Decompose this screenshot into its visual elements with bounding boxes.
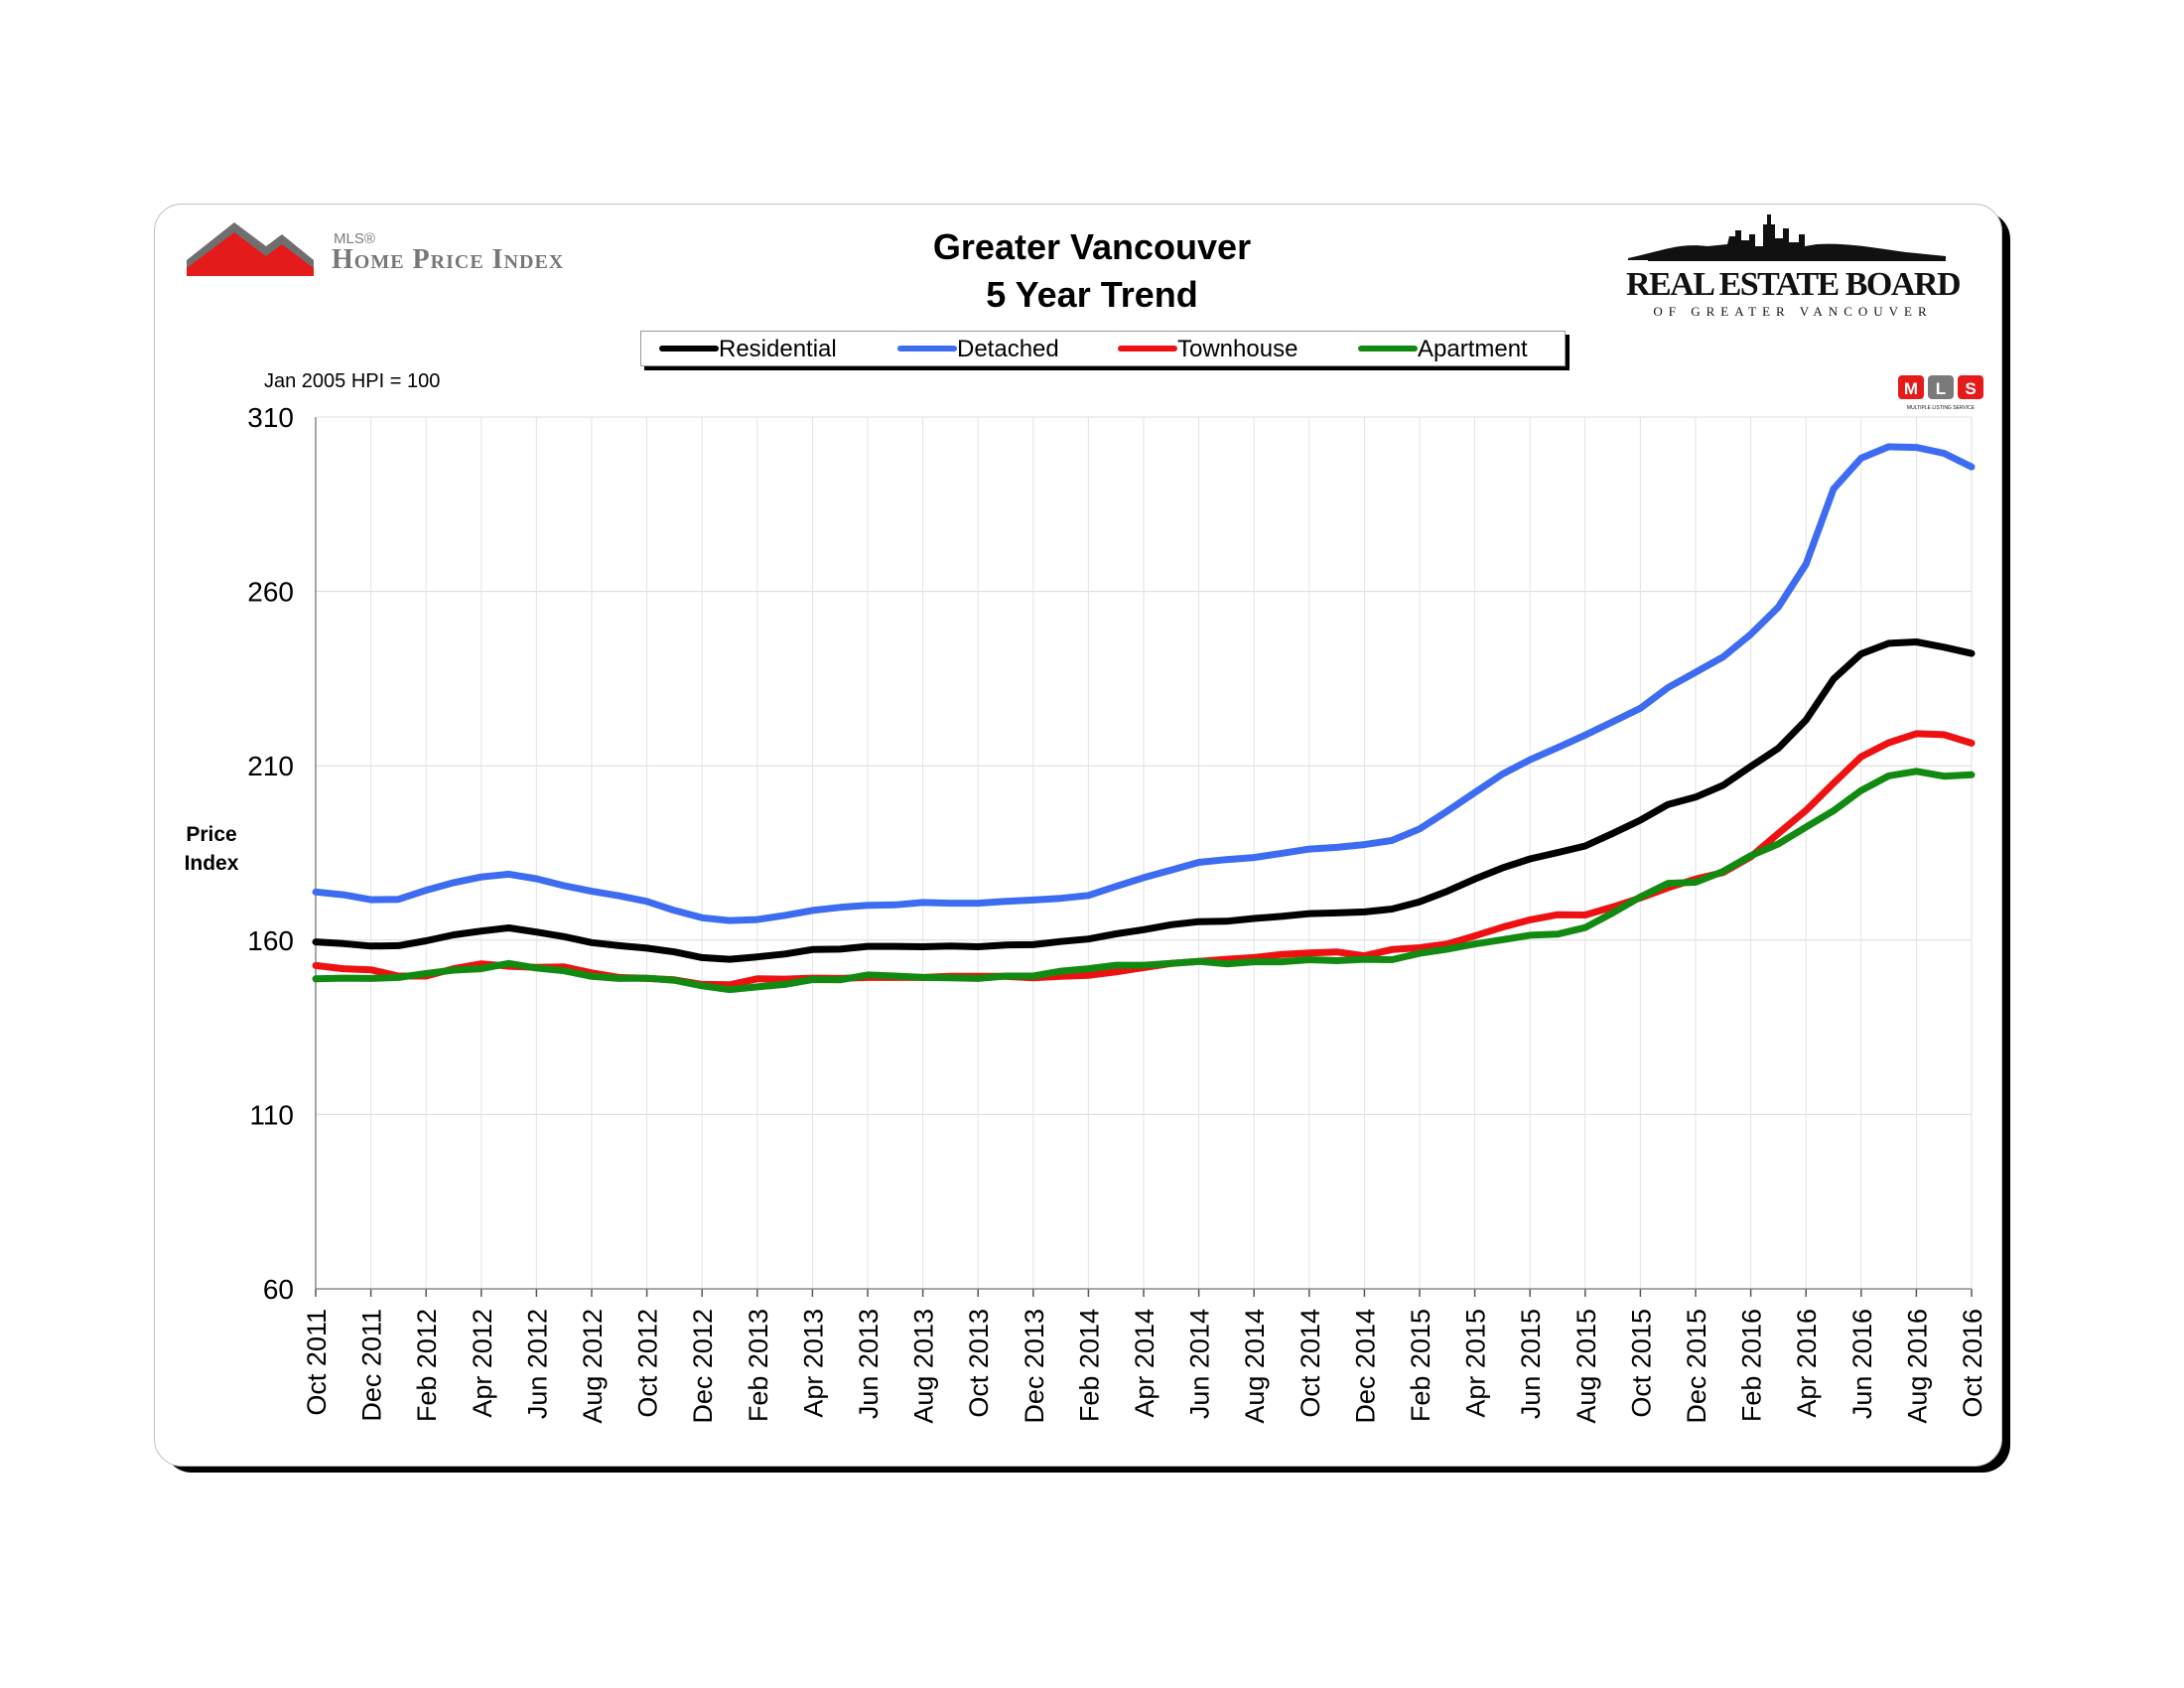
x-tick-label: Apr 2015 bbox=[1461, 1309, 1491, 1418]
hpi-baseline-note: Jan 2005 HPI = 100 bbox=[264, 370, 441, 392]
hpi-logo-mls: MLS® bbox=[334, 230, 375, 247]
series-line-apartment bbox=[312, 768, 1976, 994]
legend-swatch-apartment bbox=[1358, 346, 1418, 352]
mls-badge-subtitle: MULTIPLE LISTING SERVICE bbox=[1907, 405, 1976, 411]
x-tick-label: Dec 2012 bbox=[688, 1309, 718, 1424]
y-tick-label: 110 bbox=[249, 1099, 294, 1130]
axis-layer bbox=[315, 416, 1973, 1297]
y-tick-label: 310 bbox=[247, 402, 294, 433]
x-tick-label: Aug 2014 bbox=[1240, 1309, 1270, 1424]
legend-label-residential: Residential bbox=[719, 336, 837, 362]
x-tick-label: Feb 2012 bbox=[412, 1309, 442, 1422]
reb-logo: REAL ESTATE BOARD OF GREATER VANCOUVER bbox=[1618, 207, 1966, 326]
reb-logo-sub: OF GREATER VANCOUVER bbox=[1653, 304, 1933, 319]
mls-badge-letter-s: S bbox=[1965, 379, 1976, 398]
mls-badge: M L S MULTIPLE LISTING SERVICE bbox=[1896, 373, 1990, 413]
y-axis-label: Price Index bbox=[167, 820, 256, 878]
mls-badge-icon: M L S MULTIPLE LISTING SERVICE bbox=[1898, 375, 1983, 411]
x-tick-label: Apr 2013 bbox=[798, 1309, 828, 1418]
legend-swatch-detached bbox=[897, 346, 957, 352]
x-tick-label: Feb 2016 bbox=[1737, 1309, 1767, 1422]
x-tick-label: Feb 2015 bbox=[1406, 1309, 1435, 1422]
x-tick-label: Jun 2013 bbox=[854, 1309, 884, 1419]
y-axis-label-line2: Index bbox=[184, 852, 239, 875]
x-tick-label: Oct 2011 bbox=[302, 1309, 332, 1416]
x-tick-label: Dec 2011 bbox=[357, 1309, 387, 1422]
x-tick-label: Feb 2014 bbox=[1074, 1309, 1104, 1422]
mls-badge-letter-m: M bbox=[1904, 379, 1918, 398]
x-tick-label: Jun 2015 bbox=[1516, 1309, 1546, 1419]
x-tick-label: Jun 2012 bbox=[522, 1309, 552, 1419]
y-tick-label: 60 bbox=[263, 1274, 294, 1305]
legend-label-townhouse: Townhouse bbox=[1177, 336, 1298, 362]
y-axis-label-line1: Price bbox=[186, 823, 237, 846]
chart-legend: Residential Detached Townhouse Apartment bbox=[640, 331, 1566, 366]
legend-swatch-townhouse bbox=[1118, 346, 1177, 352]
series-line-residential bbox=[312, 638, 1976, 963]
x-tick-label: Apr 2016 bbox=[1792, 1309, 1822, 1418]
x-tick-label: Aug 2013 bbox=[909, 1309, 939, 1424]
x-tick-label: Dec 2015 bbox=[1682, 1309, 1711, 1424]
chart-title-line1: Greater Vancouver bbox=[932, 226, 1252, 267]
legend-label-detached: Detached bbox=[957, 336, 1059, 362]
legend-label-apartment: Apartment bbox=[1418, 336, 1528, 362]
x-tick-label: Oct 2014 bbox=[1296, 1309, 1325, 1418]
x-tick-label: Aug 2015 bbox=[1571, 1309, 1601, 1424]
hpi-logo-text: Home Price Index bbox=[332, 244, 565, 275]
chart-title-line2: 5 Year Trend bbox=[986, 274, 1198, 315]
x-tick-label: Oct 2015 bbox=[1626, 1309, 1656, 1418]
chart-card bbox=[154, 204, 2002, 1467]
x-tick-label: Aug 2012 bbox=[578, 1309, 608, 1424]
series-layer bbox=[312, 443, 1976, 994]
x-tick-label: Jun 2014 bbox=[1185, 1309, 1215, 1419]
x-tick-label: Dec 2013 bbox=[1020, 1309, 1049, 1424]
x-tick-label: Oct 2013 bbox=[964, 1309, 994, 1418]
label-layer: 60 110 160 210 260 310 Oct 2011 Dec 2011 Feb 201… bbox=[247, 402, 1987, 1424]
y-tick-label: 210 bbox=[247, 751, 294, 781]
x-tick-label: Apr 2014 bbox=[1130, 1309, 1160, 1418]
hpi-logo: MLS® Home Price Index bbox=[187, 220, 663, 290]
grid-layer bbox=[315, 416, 1973, 1290]
x-tick-label: Aug 2016 bbox=[1902, 1309, 1932, 1424]
x-tick-label: Apr 2012 bbox=[468, 1309, 497, 1418]
mls-badge-letter-l: L bbox=[1936, 379, 1946, 398]
x-tick-label: Jun 2016 bbox=[1847, 1309, 1877, 1419]
legend-swatch-residential bbox=[659, 346, 719, 352]
skyline-icon bbox=[1628, 214, 1946, 261]
x-tick-label: Oct 2012 bbox=[633, 1309, 663, 1418]
series-line-detached bbox=[312, 443, 1976, 924]
house-icon bbox=[187, 222, 314, 276]
y-tick-label: 260 bbox=[247, 577, 294, 608]
y-tick-label: 160 bbox=[247, 925, 294, 956]
x-tick-label: Feb 2013 bbox=[744, 1309, 773, 1422]
reb-logo-main: REAL ESTATE BOARD bbox=[1626, 266, 1962, 303]
x-tick-label: Dec 2014 bbox=[1350, 1309, 1380, 1424]
x-tick-label: Oct 2016 bbox=[1958, 1309, 1987, 1418]
